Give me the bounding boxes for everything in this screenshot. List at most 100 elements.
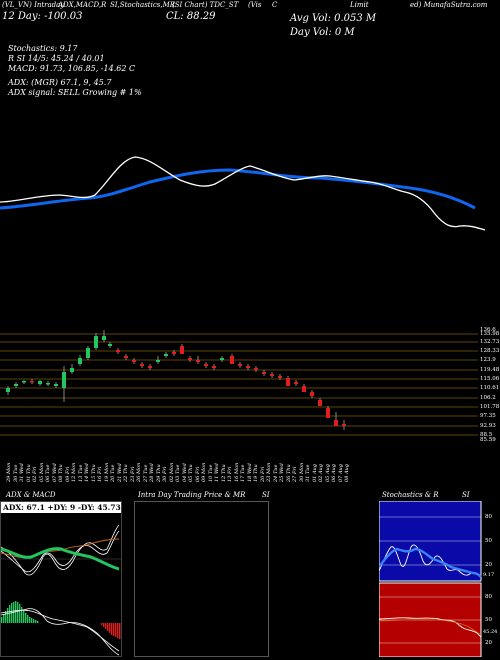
candle-bearish xyxy=(30,381,34,383)
candle-bullish xyxy=(46,383,50,385)
candle-bearish xyxy=(262,372,266,374)
price-axis-label: 119.48 xyxy=(480,367,500,373)
candle-bearish xyxy=(302,386,306,392)
date-label: 02 Mon xyxy=(168,462,175,482)
date-label: 06 Tue xyxy=(45,464,51,482)
adx-signal: ADX signal: SELL Growing # 1% xyxy=(8,88,142,97)
price-axis-label: 92.93 xyxy=(480,423,496,429)
macd-bar xyxy=(7,608,9,623)
date-label: 05 Aug xyxy=(324,464,331,482)
date-label: 22 Thu xyxy=(123,464,129,482)
date-label: 05 Mon xyxy=(38,462,45,482)
adx-line xyxy=(1,524,120,576)
date-label: 30 Tue xyxy=(12,464,19,482)
price-axis-label: 115.06 xyxy=(480,376,500,382)
date-label: 30 Fri xyxy=(162,466,168,482)
date-label: 08 Aug xyxy=(344,464,350,482)
header-title-5: (Vis xyxy=(248,1,262,9)
rsi-level-20: 20 xyxy=(485,640,492,646)
candle-bullish xyxy=(102,336,106,340)
macd-bar xyxy=(9,605,11,623)
price-grid xyxy=(0,333,478,436)
candle-bearish xyxy=(310,392,314,396)
macd-signal-line xyxy=(1,609,120,652)
day-volume: Day Vol: 0 M xyxy=(290,27,355,38)
price-axis-label: 132.73 xyxy=(480,339,500,345)
rsi-value: R SI 14/5: 45.24 / 40.01 xyxy=(8,54,105,63)
header-title-8: ed) MunafaSutra.com xyxy=(410,1,488,9)
main-price-chart xyxy=(0,156,486,436)
price-line xyxy=(0,156,486,231)
adx-macd-chart xyxy=(1,524,121,656)
candle-bearish xyxy=(318,400,322,406)
candle-bearish xyxy=(148,366,152,368)
header-title-7: Limit xyxy=(350,1,369,9)
plus-di-line xyxy=(1,530,120,573)
header-title-6: C xyxy=(272,1,278,9)
macd-bar xyxy=(25,613,27,623)
adx-macd-panel: ADX: 67.1 +DY: 9 -DY: 45.73 xyxy=(0,501,122,657)
close-price: CL: 88.29 xyxy=(166,11,216,22)
date-label: 07 Wed xyxy=(51,463,58,482)
macd-bar xyxy=(111,623,113,635)
candle-bearish xyxy=(180,346,184,354)
rsi-level-80: 80 xyxy=(485,594,492,600)
date-label: 02 Fri xyxy=(32,466,38,482)
candle-bearish xyxy=(132,360,136,362)
price-axis-label: 88.5 xyxy=(480,432,493,438)
header-title-3: SI,Stochastics,MR xyxy=(110,1,176,9)
stochastics-value: Stochastics: 9.17 xyxy=(8,44,78,53)
date-label: 30 Mon xyxy=(298,462,305,482)
date-label: 11 Wed xyxy=(214,463,220,482)
candle-bullish xyxy=(62,372,66,388)
candle-bullish xyxy=(14,384,18,386)
candle-bullish xyxy=(156,360,160,362)
date-label: 02 Aug xyxy=(318,464,324,482)
rsi-line xyxy=(379,617,482,638)
rsi-level-50: 50 xyxy=(485,617,492,623)
macd-bar xyxy=(35,620,37,623)
candle-bearish xyxy=(204,364,208,366)
adx-panel-title: ADX & MACD xyxy=(6,491,56,499)
date-label: 17 Tue xyxy=(240,464,246,482)
date-label: 28 Wed xyxy=(149,463,155,482)
adx-value: ADX: (MGR) 67.1, 9, 45.7 xyxy=(8,78,112,87)
date-label: 01 Thu xyxy=(25,464,32,482)
candle-bearish xyxy=(270,374,274,376)
date-label: 25 Wed xyxy=(279,463,285,482)
candle-bullish xyxy=(164,354,168,356)
candle-bearish xyxy=(246,366,250,368)
date-label: 06 Fri xyxy=(194,466,201,482)
candle-bearish xyxy=(238,364,242,366)
candle-bearish xyxy=(212,366,216,368)
macd-bar xyxy=(119,623,121,639)
date-label: 26 Thu xyxy=(285,464,292,482)
date-label: 04 Wed xyxy=(181,463,188,482)
stoch-rsi-chart xyxy=(379,501,482,657)
price-axis-label: 85.59 xyxy=(480,437,496,443)
date-label: 20 Fri xyxy=(259,466,266,482)
date-label: 20 Tue xyxy=(110,464,116,482)
rsi-current-value: 45.24 xyxy=(483,629,498,635)
date-label: 24 Tue xyxy=(272,464,279,482)
macd-value: MACD: 91.73, 106.85, -14.62 C xyxy=(8,64,136,73)
macd-bar xyxy=(115,623,117,637)
candle-bearish xyxy=(124,356,128,358)
candle-bearish xyxy=(140,364,144,366)
candle-bullish xyxy=(6,388,10,392)
day-change: 12 Day: -100.03 xyxy=(2,11,83,22)
date-label: 23 Fri xyxy=(129,466,136,482)
rsi-avg-line xyxy=(379,619,482,636)
date-label: 12 Mon xyxy=(71,462,77,482)
price-axis-label: 101.78 xyxy=(480,404,500,410)
header-title-1: (VL_VN) Intraday xyxy=(2,1,65,9)
date-label: 23 Mon xyxy=(266,462,272,482)
header-title-4: (SI Chart) TDC_ST xyxy=(172,1,239,9)
macd-bar xyxy=(3,614,5,623)
price-axis-label: 135.98 xyxy=(480,331,500,337)
candle-bearish xyxy=(326,408,330,418)
intra-panel-title: Intra Day Trading Price & MR xyxy=(138,491,246,499)
candle-bearish xyxy=(286,378,290,386)
macd-bar xyxy=(27,615,29,623)
price-axis-label: 136.6 xyxy=(480,327,496,333)
